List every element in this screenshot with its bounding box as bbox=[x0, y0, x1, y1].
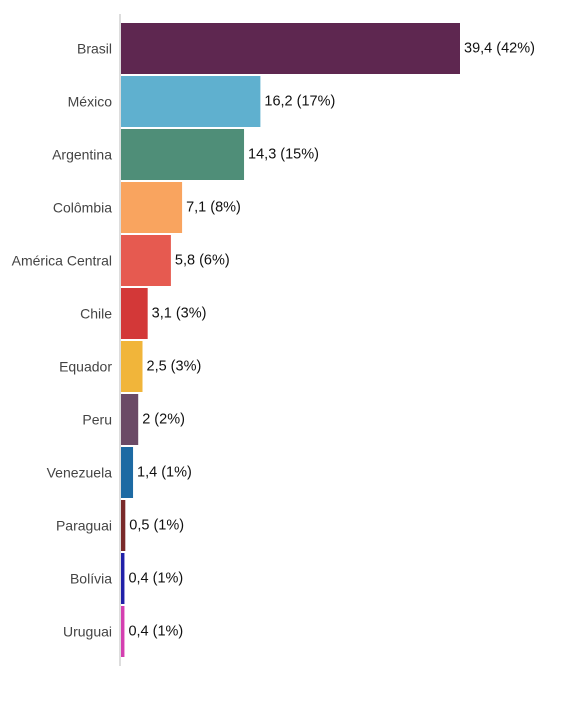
category-label-4: América Central bbox=[12, 253, 112, 269]
bar-2 bbox=[121, 129, 245, 180]
category-label-1: México bbox=[68, 94, 113, 110]
category-label-7: Peru bbox=[82, 412, 112, 428]
bar-7 bbox=[121, 394, 139, 445]
category-label-6: Equador bbox=[59, 359, 112, 375]
value-label-0: 39,4 (42%) bbox=[464, 41, 535, 57]
category-label-11: Uruguai bbox=[63, 624, 112, 640]
value-label-9: 0,5 (1%) bbox=[129, 518, 184, 534]
bar-4 bbox=[121, 235, 171, 286]
category-label-5: Chile bbox=[80, 306, 112, 322]
bar-1 bbox=[121, 76, 261, 127]
value-label-8: 1,4 (1%) bbox=[137, 465, 192, 481]
value-label-10: 0,4 (1%) bbox=[128, 571, 183, 587]
bars-group: Brasil 39,4 (42%) México 16,2 (17%) Argentin… bbox=[12, 23, 535, 657]
bar-3 bbox=[121, 182, 183, 233]
value-label-5: 3,1 (3%) bbox=[152, 306, 207, 322]
category-label-0: Brasil bbox=[77, 41, 112, 57]
category-label-9: Paraguai bbox=[56, 518, 112, 534]
category-label-2: Argentina bbox=[52, 147, 112, 163]
bar-6 bbox=[121, 341, 143, 392]
value-label-6: 2,5 (3%) bbox=[147, 359, 202, 375]
bar-10 bbox=[121, 553, 125, 604]
bar-0 bbox=[121, 23, 460, 74]
value-label-3: 7,1 (8%) bbox=[186, 200, 241, 216]
value-label-4: 5,8 (6%) bbox=[175, 253, 230, 269]
bar-11 bbox=[121, 606, 125, 657]
value-label-1: 16,2 (17%) bbox=[264, 94, 335, 110]
bar-8 bbox=[121, 447, 134, 498]
bar-9 bbox=[121, 500, 126, 551]
value-label-7: 2 (2%) bbox=[142, 412, 185, 428]
category-label-8: Venezuela bbox=[47, 465, 113, 481]
category-label-3: Colômbia bbox=[53, 200, 112, 216]
category-label-10: Bolívia bbox=[70, 571, 112, 587]
bar-5 bbox=[121, 288, 148, 339]
value-label-2: 14,3 (15%) bbox=[248, 147, 319, 163]
value-label-11: 0,4 (1%) bbox=[128, 624, 183, 640]
